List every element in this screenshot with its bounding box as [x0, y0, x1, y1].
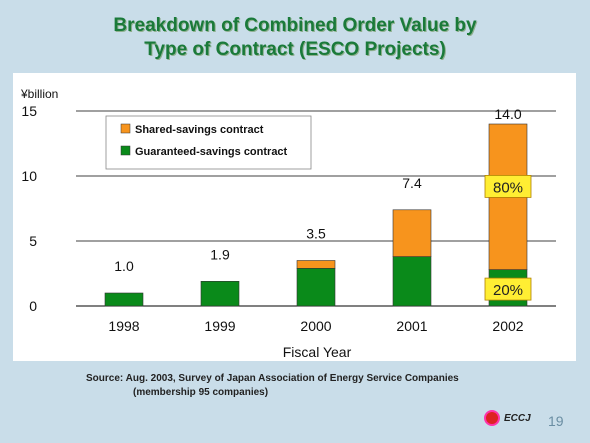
stacked-bar-chart: 0 5 10 15 1.0 1.9 3.5 7.4 14.0 1998 1999 2000 2001…	[20, 87, 556, 360]
eccj-logo: ECCJ	[484, 410, 531, 426]
x-tick-label: 1998	[108, 318, 139, 334]
total-label: 1.0	[114, 258, 134, 274]
y-axis-label: ¥billion	[20, 87, 58, 101]
bar-guaranteed	[104, 292, 144, 307]
total-label: 1.9	[210, 246, 230, 262]
bar-guaranteed	[200, 281, 240, 307]
x-tick-label: 2001	[396, 318, 427, 334]
percent-callout-box	[484, 277, 532, 301]
bar-shared	[296, 260, 336, 269]
y-tick-label: 5	[29, 233, 37, 249]
y-tick-label: 15	[21, 103, 37, 119]
legend-label: Guaranteed-savings contract	[135, 146, 288, 158]
legend-box	[105, 115, 312, 170]
bar-shared	[392, 209, 432, 257]
y-tick-label: 10	[21, 168, 37, 184]
chart-panel: 0 5 10 15 1.0 1.9 3.5 7.4 14.0 1998 1999 2000 2001…	[13, 73, 576, 361]
legend-label: Shared-savings contract	[135, 124, 264, 136]
percent-callout-box	[484, 175, 532, 198]
legend-swatch	[120, 123, 131, 134]
source-line-1: Source: Aug. 2003, Survey of Japan Assoc…	[86, 373, 459, 384]
x-tick-label: 1999	[204, 318, 235, 334]
total-label: 3.5	[306, 226, 326, 242]
title-line-1: Breakdown of Combined Order Value by	[113, 15, 477, 36]
slide-title: Breakdown of Combined Order Value by Typ…	[0, 14, 590, 62]
percent-callout-label: 80%	[493, 179, 523, 196]
source-line-2: (membership 95 companies)	[133, 387, 269, 398]
x-axis-label: Fiscal Year	[283, 344, 352, 360]
x-tick-label: 2000	[300, 318, 331, 334]
percent-callout-label: 20%	[493, 282, 523, 299]
title-line-2: Type of Contract (ESCO Projects)	[144, 39, 446, 60]
y-tick-label: 0	[29, 298, 37, 314]
total-label: 14.0	[494, 106, 521, 122]
source-note: Source: Aug. 2003, Survey of Japan Assoc…	[86, 372, 459, 400]
logo-icon	[484, 410, 500, 426]
page-number: 19	[548, 413, 564, 429]
logo-text: ECCJ	[504, 412, 531, 424]
bar-guaranteed	[296, 268, 336, 307]
legend-swatch	[120, 145, 131, 156]
x-tick-label: 2002	[492, 318, 523, 334]
total-label: 7.4	[402, 175, 422, 191]
bar-guaranteed	[392, 256, 432, 307]
